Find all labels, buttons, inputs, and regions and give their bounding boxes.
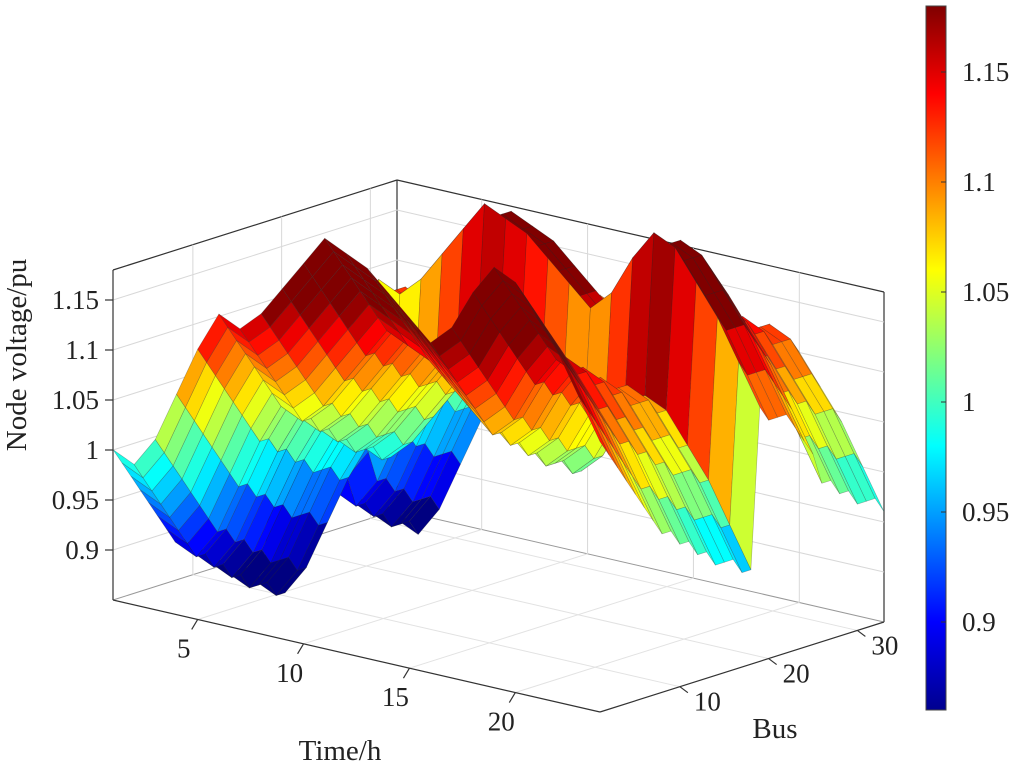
surface-patch: [693, 517, 725, 566]
x-tick-label: 15: [382, 682, 409, 712]
z-tick-label: 1.15: [52, 285, 99, 315]
y-tick-label: 30: [871, 630, 898, 660]
x-tick-mark: [297, 643, 305, 655]
surface-patch: [658, 496, 690, 545]
x-tick-label: 5: [177, 633, 191, 663]
colorbar-tick-label: 1: [962, 387, 976, 417]
surface-patch: [614, 449, 645, 508]
x-tick-mark: [508, 692, 516, 703]
grid-line: [370, 517, 858, 631]
surface-patch: [649, 486, 681, 545]
back-edge: [396, 509, 885, 623]
y-axis-label: Bus: [752, 713, 797, 745]
colorbar-tick-label: 1.15: [962, 57, 1009, 87]
surface-patch: [835, 456, 867, 505]
x-tick-label: 20: [488, 707, 515, 737]
surface-patch: [702, 514, 734, 563]
surface-patch: [640, 485, 672, 535]
surface-patch: [596, 422, 627, 482]
grid-line: [281, 546, 769, 660]
grid-line: [515, 602, 800, 693]
surface-mesh: [112, 202, 885, 597]
back-edge: [112, 179, 398, 271]
surface-patch: [764, 369, 796, 428]
grid-line: [112, 209, 398, 301]
x-tick-label: 10: [276, 658, 303, 688]
x-axis-label: Time/h: [299, 735, 382, 767]
colorbar-ticks: 0.9 0.95 1 1.05 1.1 1.15: [941, 57, 1009, 637]
x-axis-line: [112, 599, 601, 713]
surface-patch: [729, 361, 761, 570]
surface-patch: [685, 506, 716, 566]
z-tick-label: 1: [86, 435, 100, 465]
back-edge: [396, 179, 885, 293]
grid-line: [396, 459, 885, 573]
z-axis-label: Node voltage/pu: [1, 259, 33, 451]
y-tick-mark: [857, 629, 866, 637]
surface-patch: [844, 453, 876, 502]
grid-line: [409, 577, 694, 669]
axes-box-front: [112, 270, 885, 713]
surface-patch: [578, 396, 610, 455]
colorbar-tick-label: 1.05: [962, 277, 1009, 307]
x-tick-mark: [191, 619, 199, 630]
y-tick-mark: [679, 686, 689, 694]
surface-patch: [773, 382, 805, 442]
colorbar-tick-label: 1.1: [962, 167, 996, 197]
surface-patch: [809, 435, 840, 494]
surface-patch: [587, 409, 619, 469]
grid-line: [197, 529, 482, 620]
surface-patch: [667, 496, 698, 555]
colorbar: [925, 5, 947, 711]
surface-patch: [720, 524, 752, 573]
axis-ticks: 0.9 0.95 1 1.05 1.1 1.15 5 10 15 20 10 20 30: [52, 285, 899, 737]
grid-line: [192, 574, 680, 688]
colorbar-tick-label: 0.95: [962, 497, 1009, 527]
surface-patch: [827, 445, 858, 505]
y-tick-mark: [768, 658, 777, 666]
surface-patch: [738, 361, 769, 421]
z-tick-label: 0.9: [65, 535, 99, 565]
y-tick-label: 20: [783, 659, 810, 689]
surface-patch: [622, 462, 654, 521]
surface-patch: [631, 475, 663, 535]
grid-line: [303, 553, 588, 645]
z-tick-label: 1.1: [65, 335, 99, 365]
z-tick-label: 0.95: [52, 485, 99, 515]
x-tick-mark: [402, 667, 410, 679]
surface-patch: [755, 369, 787, 418]
colorbar-tick-label: 0.9: [962, 607, 996, 637]
y-axis-line: [599, 621, 885, 713]
y-tick-label: 10: [694, 687, 721, 717]
z-tick-label: 1.05: [52, 385, 99, 415]
